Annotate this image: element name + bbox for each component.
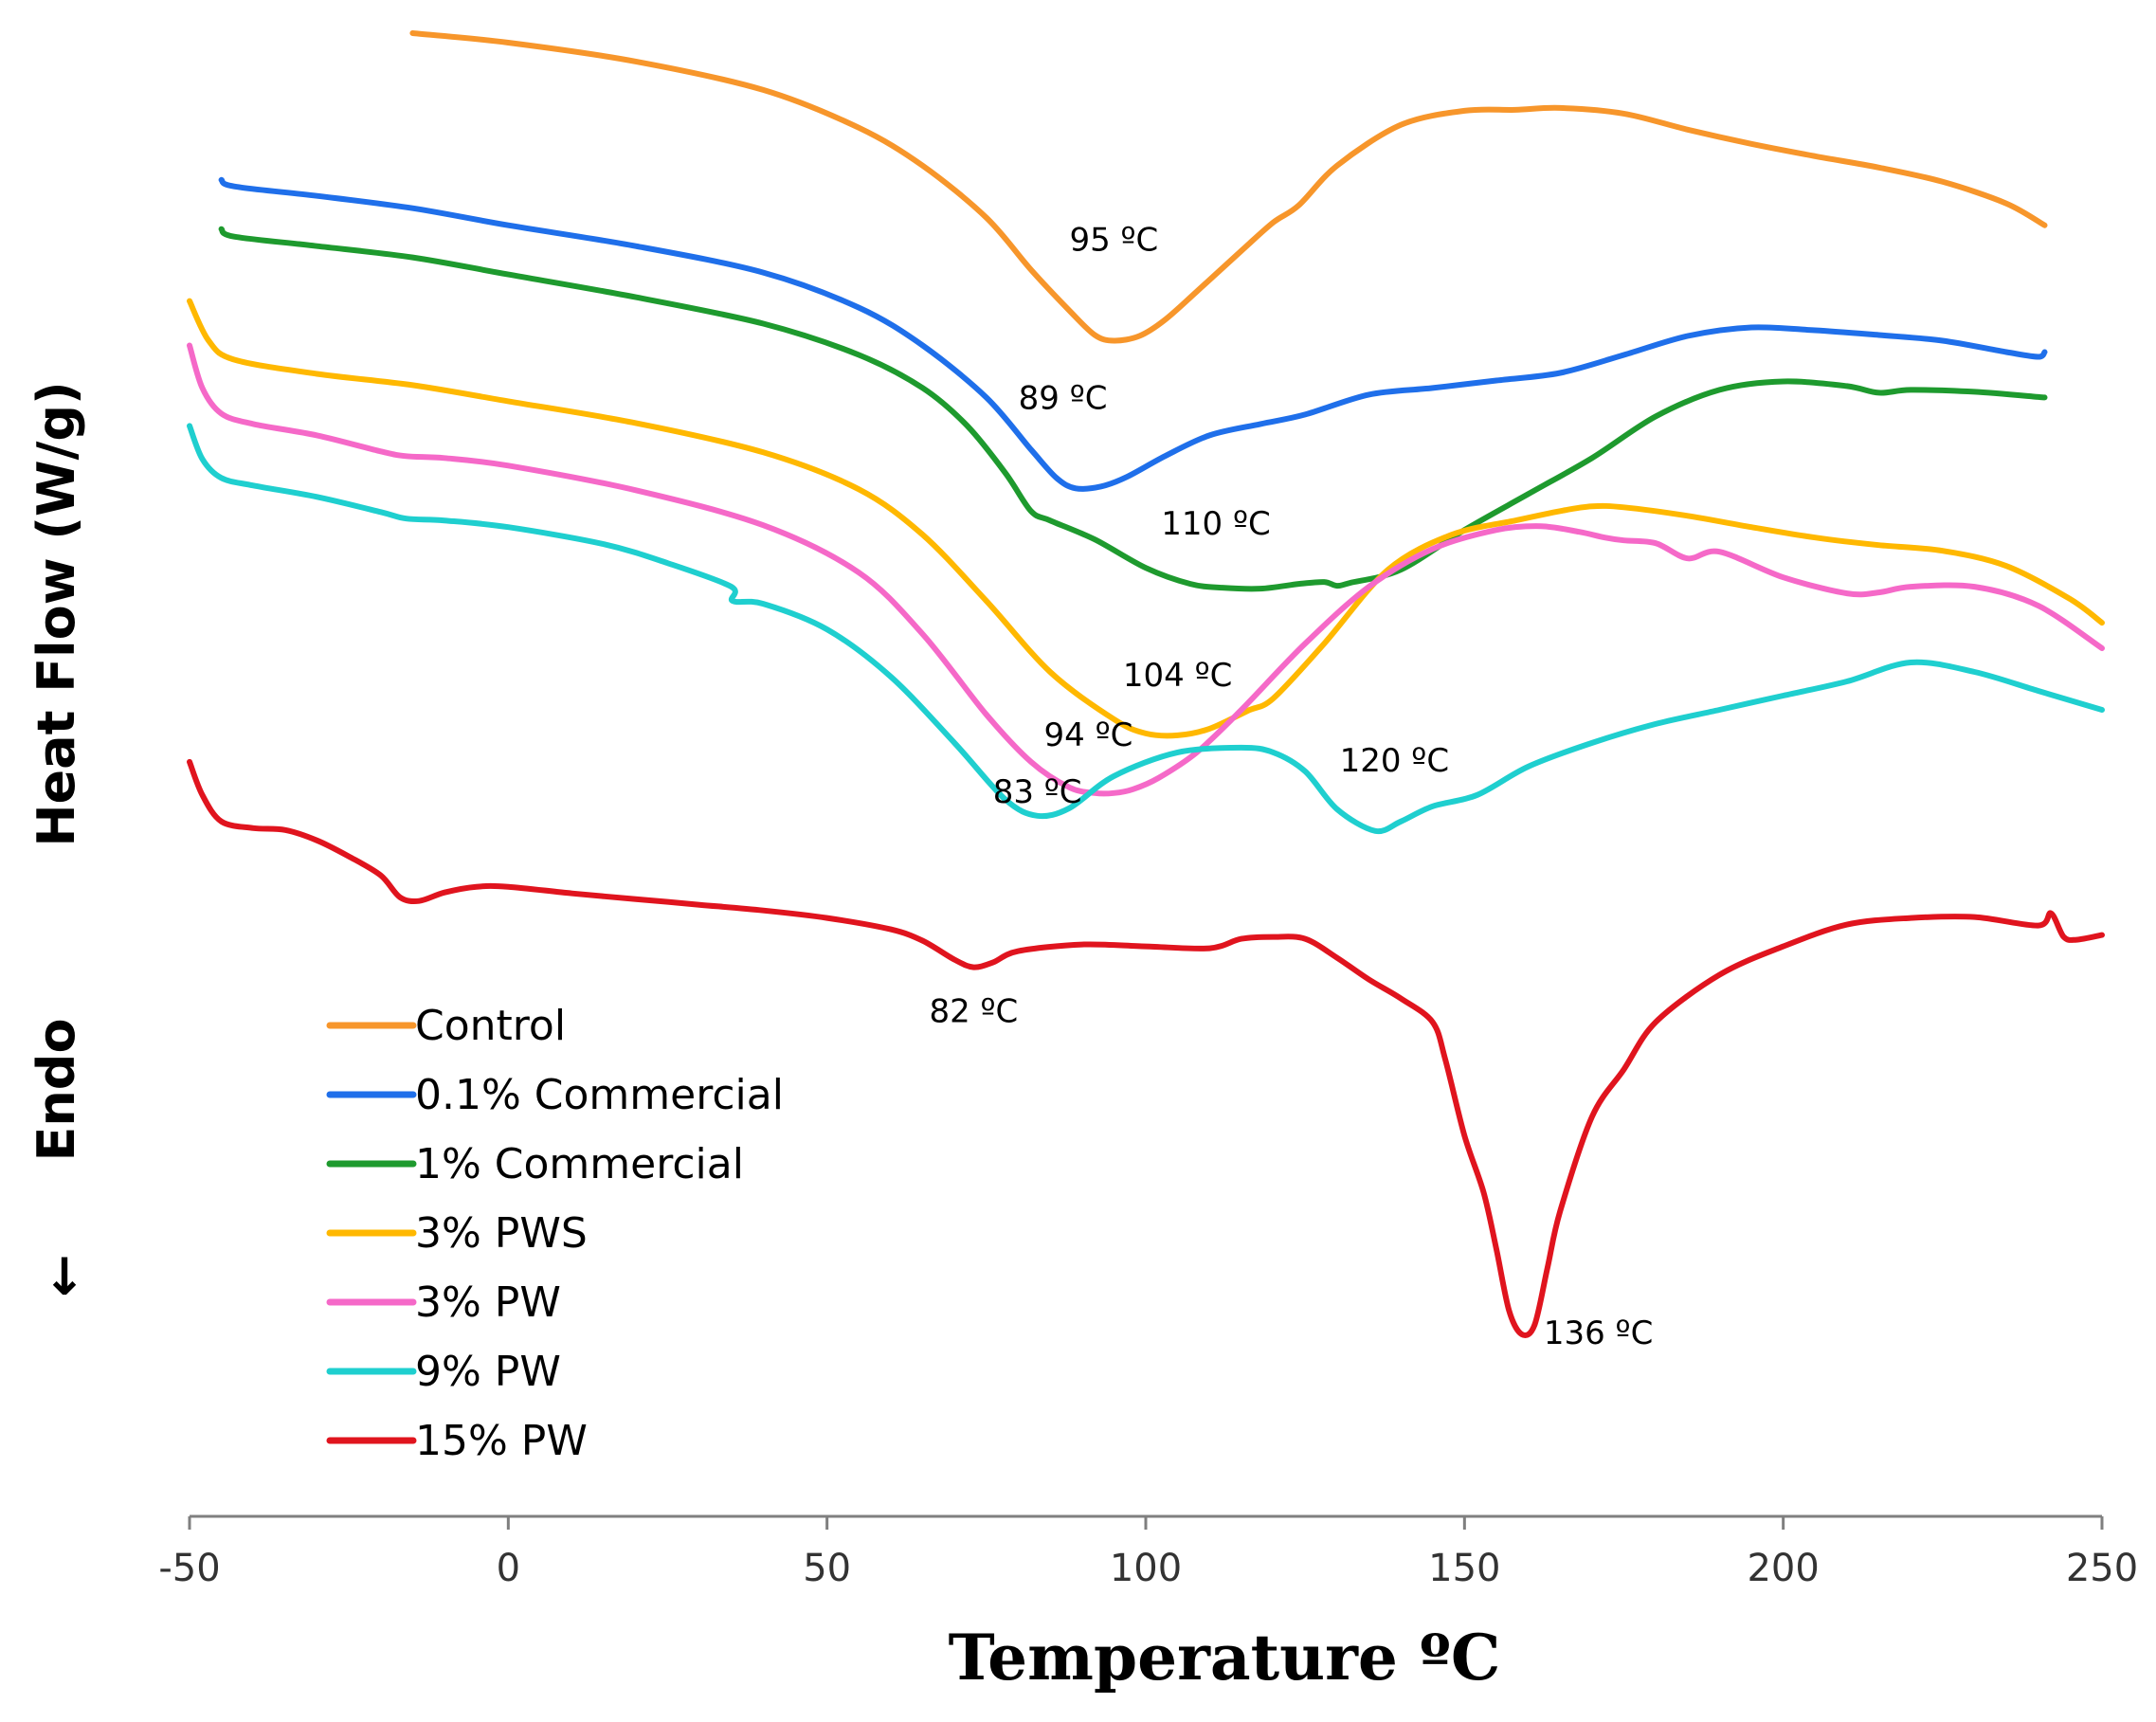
curves-layer <box>187 30 2105 1339</box>
series-line-4 <box>187 342 2105 797</box>
y-axis-title: Heat Flow (W/g) <box>27 381 86 846</box>
x-tick-label: 50 <box>803 1547 851 1590</box>
peak-annotations: 95 ºC 89 ºC 110 ºC 104 ºC 94 ºC 120 ºC 83 ºC 82… <box>929 222 1653 1352</box>
x-tick-label: 200 <box>1747 1547 1819 1590</box>
legend-label: 3% PWS <box>415 1209 588 1258</box>
series-line-5 <box>187 423 2105 835</box>
peak-label: 120 ºC <box>1340 742 1449 780</box>
legend-label: 9% PW <box>415 1348 561 1396</box>
x-tick-label: -50 <box>158 1547 220 1590</box>
legend-label: 0.1% Commercial <box>415 1071 784 1119</box>
peak-label: 94 ºC <box>1044 716 1133 754</box>
series-line-0 <box>409 30 2048 344</box>
x-tick-label: 0 <box>497 1547 520 1590</box>
legend-label: Control <box>415 1002 566 1050</box>
peak-label: 83 ºC <box>993 773 1082 811</box>
series-line-6 <box>187 758 2105 1339</box>
x-axis: -50 0 50 100 150 200 250 <box>158 1514 2138 1590</box>
legend: Control 0.1% Commercial 1% Commercial 3% PW… <box>326 1002 784 1465</box>
x-tick-label: 100 <box>1110 1547 1182 1590</box>
peak-label: 95 ºC <box>1069 222 1158 260</box>
x-tick-label: 150 <box>1428 1547 1500 1590</box>
x-tick-label: 250 <box>2066 1547 2138 1590</box>
legend-label: 3% PW <box>415 1278 561 1327</box>
peak-label: 89 ºC <box>1019 379 1108 417</box>
series-line-3 <box>187 298 2105 739</box>
peak-label: 136 ºC <box>1544 1314 1653 1352</box>
x-axis-title: Temperature ºC <box>949 1621 1501 1695</box>
peak-label: 110 ºC <box>1161 505 1270 543</box>
series-line-2 <box>218 226 2048 592</box>
legend-label: 1% Commercial <box>415 1140 744 1188</box>
peak-label: 104 ºC <box>1123 657 1232 695</box>
endo-label: Endo <box>27 1018 86 1161</box>
endo-arrow-icon: ↓ <box>43 1247 85 1307</box>
peak-label: 82 ºC <box>929 992 1018 1030</box>
legend-label: 15% PW <box>415 1417 588 1465</box>
series-line-1 <box>218 176 2048 492</box>
